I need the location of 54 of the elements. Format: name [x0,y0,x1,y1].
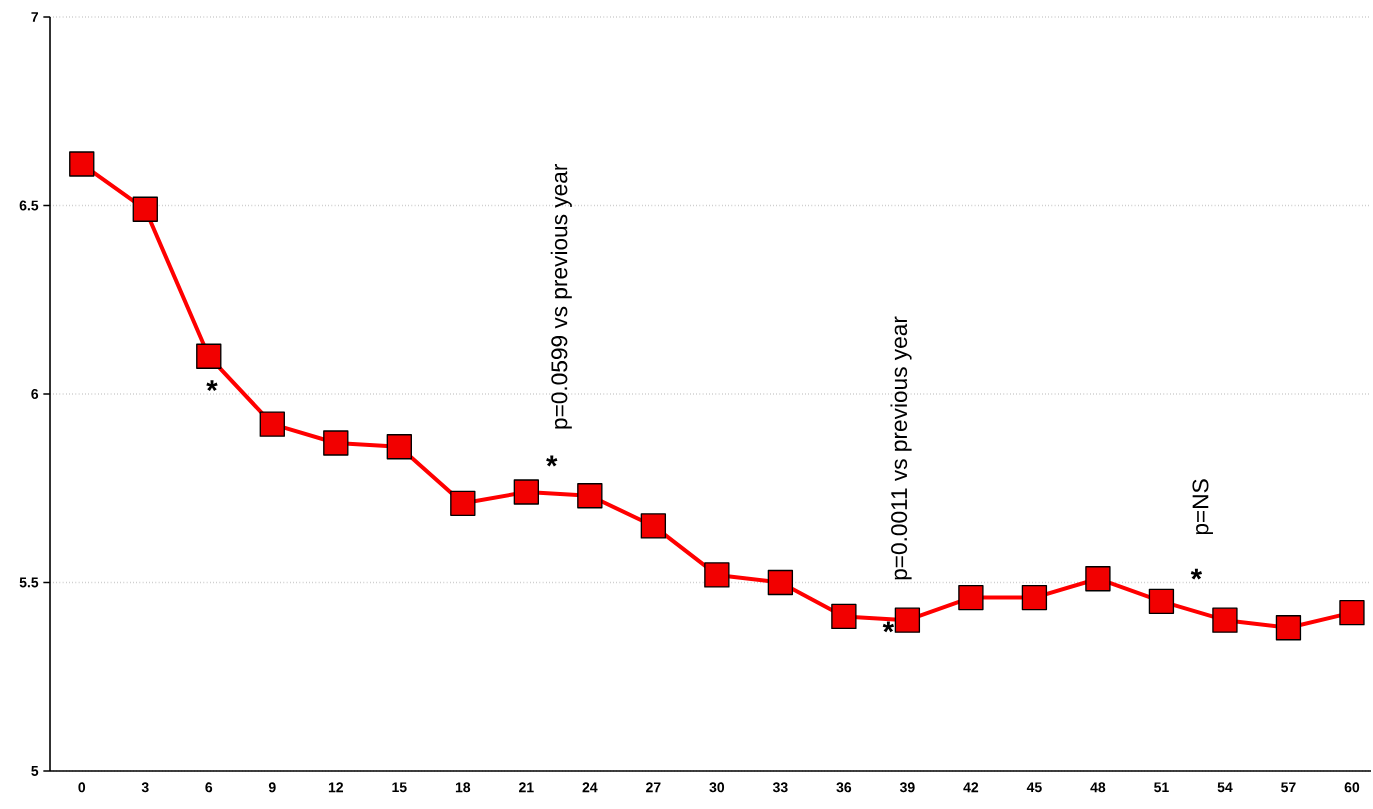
point [1339,599,1365,626]
y-tick-label: 5 [31,766,39,776]
annotation: p=0.0011 vs previous year [890,316,912,580]
point [577,483,603,509]
x-tick-label: 36 [836,782,852,793]
point [132,196,158,222]
point [1275,615,1302,641]
x-tick-label: 51 [1154,782,1169,793]
x-tick-label: 30 [709,782,725,793]
x-tick-label: 15 [392,782,407,793]
x-tick-label: 27 [646,782,661,793]
point [69,151,95,177]
x-tick-label: 48 [1090,782,1106,793]
annotation: * [882,621,895,633]
annotation: * [546,455,558,467]
x-tick-label: 42 [963,782,979,793]
x-tick-label: 0 [78,782,86,793]
point [894,607,921,633]
annotation: * [1190,568,1203,580]
x-tick-label: 60 [1344,782,1360,793]
point [196,343,222,369]
x-tick-label: 21 [519,782,534,793]
point [513,479,539,505]
point [1148,588,1175,614]
point [640,513,667,539]
y-tick-label: 6 [31,389,39,399]
point [831,603,857,630]
point [1021,584,1048,611]
annotation: p=0.0599 vs previous year [550,164,572,429]
x-tick-label: 39 [899,782,915,793]
point [958,584,984,611]
point [259,411,285,437]
x-tick-label: 3 [141,782,149,793]
x-tick-label: 24 [582,782,598,793]
x-tick-label: 18 [455,782,471,793]
point [323,430,349,456]
y-tick-label: 5.5 [19,577,39,588]
x-tick-label: 57 [1281,782,1296,793]
annotation: p=NS [1192,479,1213,535]
y-tick-label: 6.5 [19,200,39,211]
point [386,434,412,460]
point [1212,607,1238,633]
point [450,490,476,516]
point [767,569,794,596]
y-tick-label: 7 [31,12,39,22]
x-tick-label: 54 [1217,782,1233,793]
x-tick-label: 6 [205,782,213,793]
point [704,562,730,588]
x-tick-label: 12 [328,782,344,793]
x-tick-label: 9 [268,782,276,793]
annotation: * [206,380,218,392]
x-tick-label: 33 [772,782,788,793]
x-tick-label: 45 [1026,782,1042,793]
point [1085,566,1111,592]
